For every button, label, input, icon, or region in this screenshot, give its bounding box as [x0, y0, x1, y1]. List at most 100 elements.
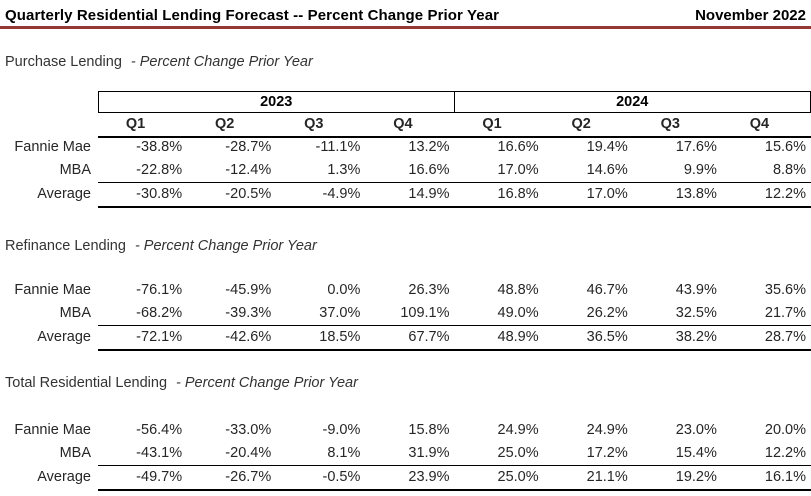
row-label: Fannie Mae [14, 282, 91, 298]
value-cell: -30.8% [136, 186, 183, 202]
value-cell: 13.8% [675, 186, 717, 202]
value-cell: -39.3% [225, 305, 272, 321]
year-header-spacer [0, 91, 98, 113]
quarter-header: Q4 [393, 116, 413, 132]
value-cell: 37.0% [319, 305, 361, 321]
value-cell: -9.0% [322, 422, 361, 438]
value-cell: 1.3% [327, 162, 361, 178]
quarter-header: Q1 [125, 116, 146, 132]
value-cell: -20.4% [225, 445, 272, 461]
value-cell: 25.0% [497, 445, 539, 461]
value-cell: 0.0% [327, 282, 361, 298]
value-cell: 15.6% [764, 139, 806, 155]
value-cell: 24.9% [497, 422, 539, 438]
value-cell: 18.5% [319, 329, 361, 345]
value-cell: 49.0% [497, 305, 539, 321]
value-cell: -42.6% [225, 329, 272, 345]
row-label: MBA [59, 445, 91, 461]
report-date: November 2022 [695, 7, 806, 24]
value-cell: -72.1% [136, 329, 183, 345]
year-header-2023: 2023 [98, 91, 455, 113]
section-title: Purchase Lending [5, 54, 122, 70]
value-cell: 48.9% [497, 329, 539, 345]
table-row-mba: MBA -22.8% -12.4% 1.3% 16.6% 17.0% 14.6% 9.9% 8.… [0, 159, 811, 183]
value-cell: 48.8% [497, 282, 539, 298]
quarter-header-row: Q1 Q2 Q3 Q4 Q1 Q2 Q3 Q4 [0, 113, 811, 138]
value-cell: -22.8% [136, 162, 183, 178]
row-label: Fannie Mae [14, 139, 91, 155]
value-cell: 19.2% [675, 469, 717, 485]
row-values: -72.1% -42.6% 18.5% 67.7% 48.9% 36.5% 38.2% 28.… [98, 326, 811, 351]
table-row-average: Average -72.1% -42.6% 18.5% 67.7% 48.9% 36.5% 3… [0, 326, 811, 351]
value-cell: 8.1% [327, 445, 361, 461]
value-cell: 26.2% [586, 305, 628, 321]
value-cell: 26.3% [408, 282, 450, 298]
section-title: Refinance Lending [5, 238, 126, 254]
value-cell: 31.9% [408, 445, 450, 461]
year-header-row: 2023 2024 [0, 91, 811, 113]
value-cell: -28.7% [225, 139, 272, 155]
value-cell: 46.7% [586, 282, 628, 298]
section-heading-purchase: Purchase Lending - Percent Change Prior Y… [0, 53, 811, 71]
value-cell: -45.9% [225, 282, 272, 298]
quarter-header: Q3 [304, 116, 324, 132]
value-cell: 8.8% [772, 162, 806, 178]
row-values: -22.8% -12.4% 1.3% 16.6% 17.0% 14.6% 9.9% 8.8% [98, 159, 811, 183]
year-header-2024: 2024 [454, 91, 811, 113]
value-cell: 17.0% [497, 162, 539, 178]
value-cell: 9.9% [683, 162, 717, 178]
value-cell: -12.4% [225, 162, 272, 178]
row-values: -49.7% -26.7% -0.5% 23.9% 25.0% 21.1% 19.2% 16.… [98, 466, 811, 491]
value-cell: 12.2% [764, 186, 806, 202]
value-cell: -33.0% [225, 422, 272, 438]
value-cell: -4.9% [322, 186, 361, 202]
row-values: -68.2% -39.3% 37.0% 109.1% 49.0% 26.2% 32.5% 21… [98, 302, 811, 326]
row-values: -30.8% -20.5% -4.9% 14.9% 16.8% 17.0% 13.8% 12.… [98, 183, 811, 208]
value-cell: -26.7% [225, 469, 272, 485]
section-subtitle: - Percent Change Prior Year [134, 238, 317, 254]
value-cell: 67.7% [408, 329, 450, 345]
section-subtitle: - Percent Change Prior Year [130, 54, 313, 70]
value-cell: 43.9% [675, 282, 717, 298]
row-values: -76.1% -45.9% 0.0% 26.3% 48.8% 46.7% 43.9% 35.6… [98, 279, 811, 302]
report-title: Quarterly Residential Lending Forecast -… [5, 7, 500, 24]
section-subtitle: - Percent Change Prior Year [176, 375, 358, 391]
value-cell: 17.0% [586, 186, 628, 202]
row-values: -56.4% -33.0% -9.0% 15.8% 24.9% 24.9% 23.0% 20.… [98, 419, 811, 442]
total-residential-lending-table: Fannie Mae -56.4% -33.0% -9.0% 15.8% 24.9% 24.… [0, 419, 811, 491]
table-body: Fannie Mae -56.4% -33.0% -9.0% 15.8% 24.9% 24.… [0, 419, 811, 491]
refinance-lending-table: Fannie Mae -76.1% -45.9% 0.0% 26.3% 48.8% 46.7… [0, 279, 811, 351]
quarter-header: Q2 [215, 116, 235, 132]
table-body: Fannie Mae -38.8% -28.7% -11.1% 13.2% 16.6% 19… [0, 136, 811, 208]
value-cell: -20.5% [225, 186, 272, 202]
value-cell: 32.5% [675, 305, 717, 321]
value-cell: 19.4% [586, 139, 628, 155]
value-cell: 35.6% [764, 282, 806, 298]
value-cell: 17.6% [675, 139, 717, 155]
table-body: Fannie Mae -76.1% -45.9% 0.0% 26.3% 48.8% 46.7… [0, 279, 811, 351]
quarter-header: Q3 [660, 116, 680, 132]
value-cell: 24.9% [586, 422, 628, 438]
value-cell: 14.9% [408, 186, 450, 202]
value-cell: 15.4% [675, 445, 717, 461]
quarter-header: Q1 [482, 116, 502, 132]
row-label: MBA [59, 162, 91, 178]
value-cell: 17.2% [586, 445, 628, 461]
value-cell: -11.1% [315, 139, 361, 155]
row-label: Fannie Mae [14, 422, 91, 438]
row-label: MBA [59, 305, 91, 321]
table-row-fannie-mae: Fannie Mae -56.4% -33.0% -9.0% 15.8% 24.9% 24.… [0, 419, 811, 442]
section-title: Total Residential Lending [5, 375, 168, 391]
purchase-lending-table: 2023 2024 Q1 Q2 Q3 Q4 Q1 Q2 Q3 Q4 Fannie… [0, 91, 811, 208]
value-cell: 13.2% [408, 139, 450, 155]
table-row-mba: MBA -68.2% -39.3% 37.0% 109.1% 49.0% 26.2% 32.5… [0, 302, 811, 326]
table-row-fannie-mae: Fannie Mae -38.8% -28.7% -11.1% 13.2% 16.6% 19… [0, 136, 811, 159]
value-cell: -0.5% [322, 469, 361, 485]
value-cell: 12.2% [764, 445, 806, 461]
value-cell: 28.7% [764, 329, 806, 345]
quarter-headers: Q1 Q2 Q3 Q4 Q1 Q2 Q3 Q4 [98, 113, 811, 138]
value-cell: 16.8% [497, 186, 539, 202]
value-cell: -43.1% [136, 445, 183, 461]
value-cell: 21.7% [764, 305, 806, 321]
table-row-mba: MBA -43.1% -20.4% 8.1% 31.9% 25.0% 17.2% 15.4% 1… [0, 442, 811, 466]
